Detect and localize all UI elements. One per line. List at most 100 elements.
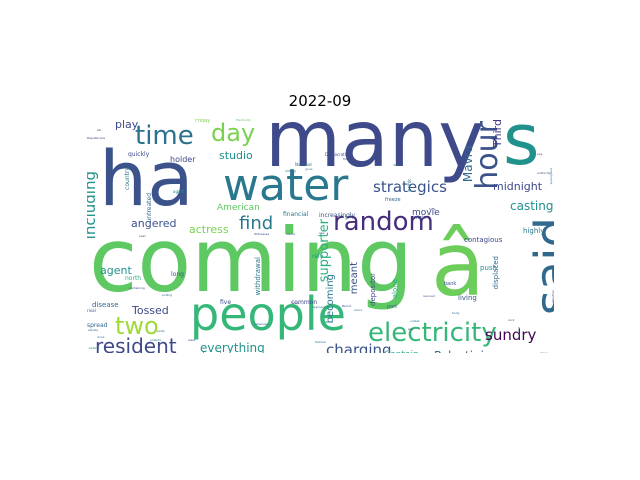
- cloud-word: authority: [537, 171, 551, 175]
- cloud-word: parts: [157, 329, 165, 333]
- cloud-word: Palestinians: [434, 350, 505, 353]
- cloud-word: country: [124, 167, 131, 190]
- cloud-word: raw: [319, 231, 325, 235]
- cloud-word: drifting: [285, 169, 296, 173]
- cloud-word: agent: [173, 189, 185, 194]
- cloud-word: Leg: [537, 152, 543, 156]
- cloud-word: port: [387, 304, 398, 310]
- cloud-word: holder: [170, 155, 196, 164]
- cloud-word: displaced: [492, 256, 500, 290]
- cloud-word: including: [87, 171, 99, 240]
- cloud-word: truly: [292, 301, 299, 305]
- cloud-word: war: [408, 327, 414, 331]
- cloud-word: senate: [88, 328, 99, 332]
- cloud-word: American: [217, 203, 260, 213]
- cloud-word: coming: [89, 209, 414, 312]
- cloud-word: Republicans: [87, 136, 106, 140]
- cloud-word: sundry: [485, 326, 537, 344]
- cloud-word: Weather: [551, 290, 554, 303]
- cloud-word: becoming: [325, 274, 336, 324]
- cloud-word: movie: [412, 208, 440, 218]
- cloud-word: contagious: [464, 236, 503, 244]
- cloud-word: push: [480, 264, 497, 272]
- chart-title: 2022-09: [288, 92, 352, 110]
- cloud-word: random: [333, 207, 434, 237]
- cloud-word: seen: [139, 234, 147, 238]
- cloud-word: time: [135, 121, 194, 151]
- cloud-word: withdrawal: [254, 257, 262, 296]
- cloud-word: apologised: [549, 168, 553, 185]
- cloud-word: ski: [97, 128, 102, 132]
- cloud-word: day: [211, 119, 256, 147]
- cloud-word: Beirut: [342, 304, 352, 308]
- cloud-word: festival: [315, 340, 326, 344]
- cloud-word: strategics: [373, 178, 447, 196]
- cloud-word: Friday: [195, 119, 211, 124]
- cloud-word: Tossed: [132, 304, 169, 317]
- cloud-word: done: [97, 335, 105, 339]
- cloud-word: aware: [286, 232, 296, 236]
- cloud-word: Democratic: [325, 152, 349, 157]
- cloud-word: highly: [523, 227, 545, 235]
- cloud-word: help: [429, 207, 436, 211]
- cloud-word: two: [115, 312, 159, 340]
- cloud-word: outset: [410, 319, 420, 323]
- cloud-word: body: [452, 311, 460, 315]
- cloud-word: rival: [87, 308, 96, 313]
- cloud-word: freeze: [385, 197, 401, 203]
- cloud-word: water: [223, 160, 349, 211]
- cloud-word: depositor: [369, 273, 377, 306]
- cloud-word: casting: [510, 199, 554, 213]
- cloud-word: rack: [508, 318, 515, 322]
- cloud-word: people: [190, 287, 346, 341]
- cloud-word: crisis: [413, 215, 426, 221]
- cloud-word: electricity: [368, 318, 497, 348]
- cloud-word: many: [265, 119, 485, 185]
- cloud-word: gone: [305, 167, 313, 171]
- cloud-word: angered: [131, 217, 177, 230]
- cloud-word: untreated: [146, 193, 153, 223]
- cloud-word: rescued: [423, 294, 435, 298]
- cloud-word: rely: [312, 253, 324, 260]
- cloud-word: quickly: [128, 151, 150, 158]
- cloud-word: alone: [391, 279, 399, 299]
- cloud-word: decade: [200, 352, 226, 354]
- cloud-word: midnight: [493, 180, 543, 193]
- word-cloud: coming â ha many s people water said electricity…: [87, 119, 554, 353]
- cloud-word: meant: [349, 262, 360, 295]
- cloud-word: disease: [92, 301, 119, 309]
- cloud-word: loose: [540, 351, 548, 354]
- cloud-word: supporter: [317, 219, 332, 283]
- cloud-word: find: [239, 213, 274, 234]
- cloud-word: outside: [150, 338, 162, 342]
- cloud-word: file: [343, 157, 348, 161]
- cloud-word: five: [220, 299, 232, 306]
- cloud-word: common: [291, 299, 318, 306]
- cloud-word: Lebanese: [254, 322, 269, 326]
- cloud-word: â: [431, 213, 485, 316]
- cloud-word: studio: [219, 149, 253, 162]
- cloud-word: long: [171, 271, 184, 278]
- cloud-word: bank: [444, 281, 457, 287]
- cloud-word: Witnesses: [254, 232, 270, 236]
- cloud-word: Electricity: [236, 119, 251, 122]
- cloud-word: polling: [162, 293, 173, 297]
- cloud-word: Captain: [384, 351, 419, 354]
- cloud-word: least: [188, 338, 196, 342]
- cloud-word: play: [115, 119, 139, 131]
- cloud-word: shore: [354, 308, 363, 312]
- cloud-word: increasingly: [319, 212, 356, 219]
- cloud-word: agent: [100, 264, 132, 277]
- cloud-word: financial: [283, 211, 309, 218]
- cloud-word: Third: [491, 119, 504, 148]
- cloud-word: approach: [312, 305, 327, 309]
- cloud-word: trail: [344, 214, 348, 220]
- cloud-word: brink: [407, 179, 413, 192]
- cloud-word: everything: [200, 341, 265, 353]
- cloud-word: spread: [87, 322, 108, 329]
- cloud-word: containing: [129, 286, 145, 290]
- cloud-word: dead: [393, 163, 401, 167]
- cloud-word: s: [503, 119, 540, 181]
- cloud-word: north: [125, 275, 142, 282]
- cloud-word: behind: [89, 346, 100, 350]
